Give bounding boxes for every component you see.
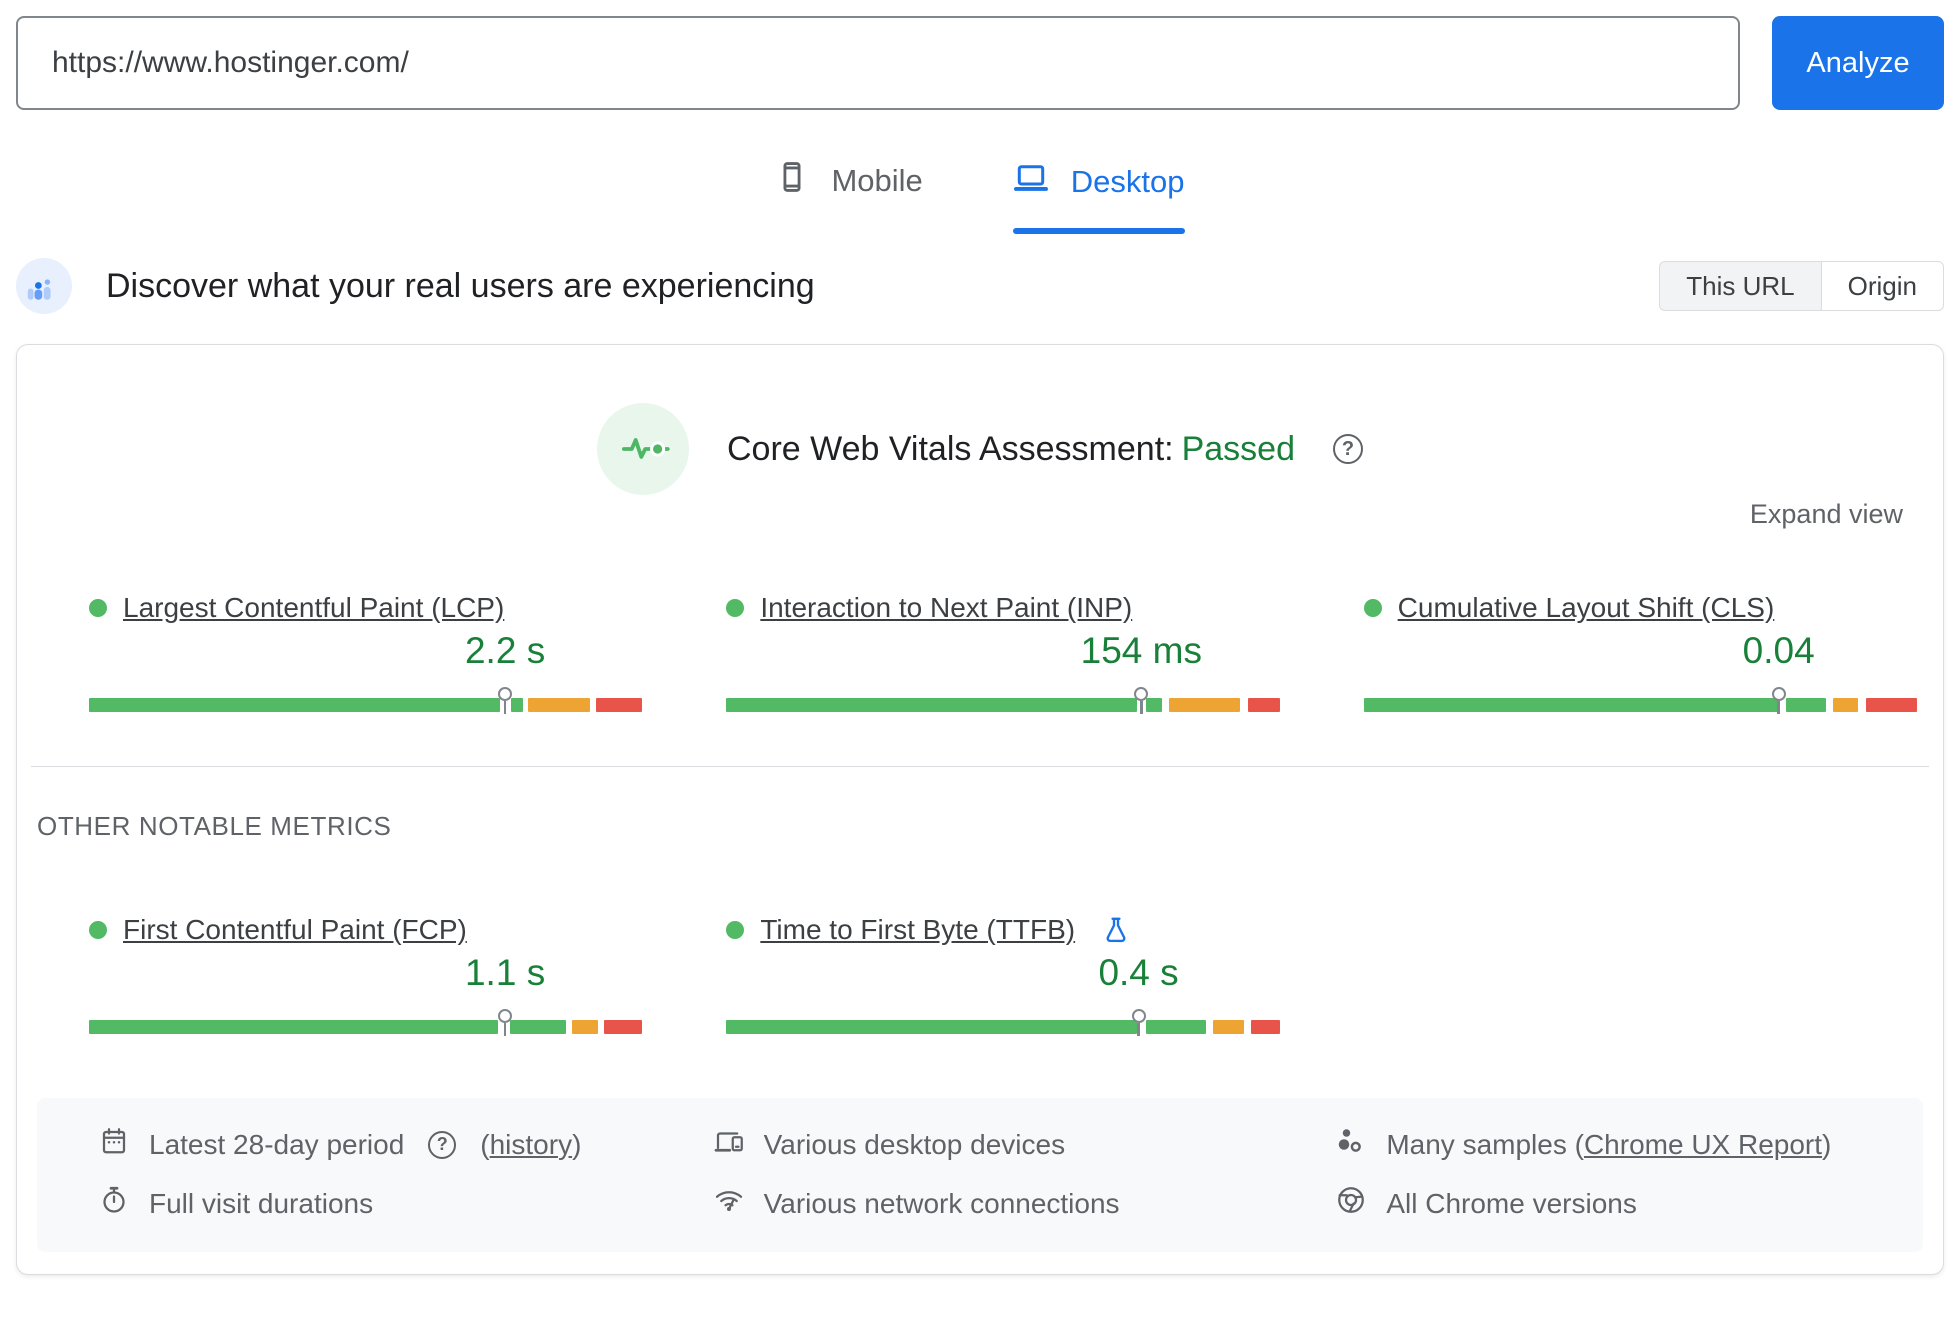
section-divider bbox=[31, 766, 1929, 767]
device-tabs: Mobile Desktop bbox=[0, 160, 1960, 234]
cls-meter: 0.04 bbox=[1363, 630, 1917, 714]
tab-mobile[interactable]: Mobile bbox=[775, 160, 923, 234]
devices-item: Various desktop devices bbox=[714, 1126, 1295, 1163]
lcp-meter: 2.2 s bbox=[89, 630, 643, 714]
scope-toggle: This URL Origin bbox=[1659, 261, 1944, 311]
laptop-icon bbox=[1013, 160, 1049, 204]
fcp-marker-pin bbox=[498, 1009, 513, 1036]
fcp-link[interactable]: First Contentful Paint (FCP) bbox=[123, 914, 467, 945]
tab-desktop-underline bbox=[1012, 228, 1185, 234]
expand-view-link[interactable]: Expand view bbox=[1749, 499, 1903, 529]
collection-info-footer: Latest 28-day period ? (history) Full vi… bbox=[37, 1098, 1923, 1252]
field-data-header: Discover what your real users are experi… bbox=[0, 258, 1960, 314]
fcp-meter: 1.1 s bbox=[89, 952, 643, 1036]
calendar-icon bbox=[99, 1126, 129, 1163]
good-dot-icon bbox=[89, 921, 107, 939]
good-dot-icon bbox=[1363, 599, 1382, 617]
discover-title: Discover what your real users are experi… bbox=[106, 266, 815, 305]
cwv-assessment-title: Core Web Vitals Assessment: Passed bbox=[726, 429, 1295, 468]
fcp-value: 1.1 s bbox=[464, 952, 546, 993]
other-metrics-label: OTHER NOTABLE METRICS bbox=[37, 811, 392, 841]
lcp-value: 2.2 s bbox=[464, 630, 546, 671]
origin-button[interactable]: Origin bbox=[1821, 261, 1944, 311]
inp-meter: 154 ms bbox=[726, 630, 1280, 714]
real-users-icon bbox=[16, 258, 72, 314]
history-link[interactable]: history bbox=[489, 1128, 573, 1160]
devices-icon bbox=[714, 1126, 744, 1163]
good-dot-icon bbox=[726, 599, 745, 617]
samples-dots-icon bbox=[1336, 1126, 1366, 1163]
versions-text: All Chrome versions bbox=[1386, 1187, 1637, 1219]
cwv-card: Core Web Vitals Assessment: Passed ? Expa… bbox=[16, 344, 1944, 1275]
top-bar: Analyze bbox=[0, 0, 1960, 110]
other-metrics-row: First Contentful Paint (FCP) 1.1 s Time … bbox=[17, 914, 1943, 1036]
ttfb-marker-pin bbox=[1131, 1009, 1146, 1036]
period-help-icon[interactable]: ? bbox=[428, 1130, 457, 1159]
period-text: Latest 28-day period bbox=[149, 1128, 405, 1160]
cls-value: 0.04 bbox=[1742, 630, 1815, 671]
visit-durations-item: Full visit durations bbox=[99, 1185, 666, 1222]
smartphone-icon bbox=[775, 160, 809, 202]
tab-mobile-label: Mobile bbox=[831, 163, 923, 198]
samples-text-wrap: Many samples (Chrome UX Report) bbox=[1386, 1128, 1832, 1160]
stopwatch-icon bbox=[99, 1185, 129, 1222]
chrome-versions-item: All Chrome versions bbox=[1336, 1185, 1923, 1222]
cwv-header: Core Web Vitals Assessment: Passed ? bbox=[17, 345, 1943, 495]
url-input[interactable] bbox=[16, 16, 1740, 110]
metric-fcp: First Contentful Paint (FCP) 1.1 s bbox=[89, 914, 643, 1036]
metric-cls: Cumulative Layout Shift (CLS) 0.04 bbox=[1363, 592, 1917, 714]
metric-lcp: Largest Contentful Paint (LCP) 2.2 s bbox=[89, 592, 643, 714]
ttfb-link[interactable]: Time to First Byte (TTFB) bbox=[760, 914, 1076, 945]
help-icon[interactable]: ? bbox=[1333, 434, 1363, 464]
collection-period-item: Latest 28-day period ? (history) bbox=[99, 1126, 666, 1163]
core-metrics-row: Largest Contentful Paint (LCP) 2.2 s Int… bbox=[17, 592, 1943, 714]
samples-item: Many samples (Chrome UX Report) bbox=[1336, 1126, 1923, 1163]
ttfb-value: 0.4 s bbox=[1098, 952, 1179, 993]
cwv-status-passed: Passed bbox=[1181, 429, 1295, 468]
devices-text: Various desktop devices bbox=[763, 1128, 1066, 1160]
network-icon bbox=[714, 1185, 744, 1222]
this-url-button[interactable]: This URL bbox=[1659, 261, 1822, 311]
inp-link[interactable]: Interaction to Next Paint (INP) bbox=[760, 592, 1133, 623]
experimental-flask-icon bbox=[1101, 915, 1131, 945]
chrome-icon bbox=[1336, 1185, 1366, 1222]
good-dot-icon bbox=[726, 921, 745, 939]
crux-report-link[interactable]: Chrome UX Report bbox=[1583, 1128, 1823, 1160]
network-text: Various network connections bbox=[763, 1187, 1120, 1219]
durations-text: Full visit durations bbox=[149, 1187, 374, 1219]
lcp-link[interactable]: Largest Contentful Paint (LCP) bbox=[123, 592, 505, 623]
good-dot-icon bbox=[89, 599, 107, 617]
metric-inp: Interaction to Next Paint (INP) 154 ms bbox=[726, 592, 1280, 714]
ttfb-meter: 0.4 s bbox=[726, 952, 1280, 1036]
expand-view-row: Expand view bbox=[17, 499, 1943, 530]
tab-desktop[interactable]: Desktop bbox=[1012, 160, 1185, 234]
cls-marker-pin bbox=[1771, 687, 1786, 714]
tab-desktop-label: Desktop bbox=[1070, 164, 1185, 199]
inp-value: 154 ms bbox=[1080, 630, 1202, 671]
inp-marker-pin bbox=[1134, 687, 1149, 714]
lcp-marker-pin bbox=[498, 687, 513, 714]
history-link-wrap: (history) bbox=[480, 1128, 582, 1160]
cls-link[interactable]: Cumulative Layout Shift (CLS) bbox=[1397, 592, 1775, 623]
metric-ttfb: Time to First Byte (TTFB) 0.4 s bbox=[726, 914, 1280, 1036]
network-item: Various network connections bbox=[714, 1185, 1295, 1222]
pulse-icon bbox=[596, 403, 689, 495]
analyze-button[interactable]: Analyze bbox=[1772, 16, 1944, 110]
